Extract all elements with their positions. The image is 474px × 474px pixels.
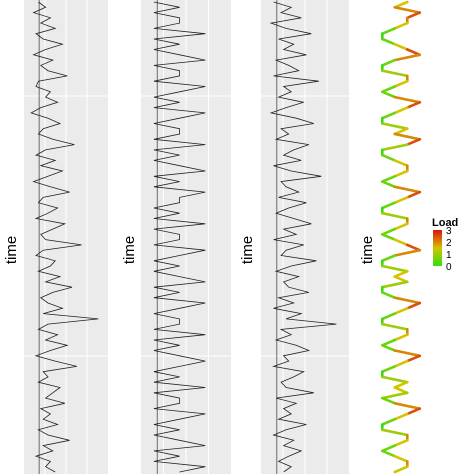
- panel-4-line-segment: [380, 37, 397, 46]
- panel-4-y-axis-label: time: [359, 236, 376, 264]
- panel-4-line-segment: [393, 465, 409, 474]
- panel-1-series-line: [30, 1, 99, 473]
- legend-title: Load: [432, 217, 458, 229]
- panel-4-line-segment: [380, 69, 409, 78]
- panel-4-line-segment: [380, 391, 409, 400]
- panel-4-line-segment: [380, 444, 397, 453]
- panel-4-line-segment: [380, 143, 409, 152]
- panel-4-line-segment: [405, 190, 422, 199]
- panel-4-line-segment: [405, 11, 422, 20]
- panel-4-line-segment: [393, 380, 409, 389]
- panel-4-line-segment: [380, 312, 397, 321]
- panel-4-line-segment: [393, 42, 409, 51]
- panel-4-line-segment: [393, 185, 422, 194]
- panel-4-line-segment: [380, 201, 397, 210]
- panel-4-line-segment: [393, 169, 409, 178]
- legend-tick-1: 1: [446, 250, 452, 261]
- panel-4-line-segment: [380, 280, 409, 289]
- panel-4-line-segment: [393, 401, 422, 410]
- panel-4-line-segment: [393, 159, 409, 167]
- panel-4-line-segment: [380, 338, 397, 347]
- panel-2-series-line: [153, 1, 206, 473]
- panel-4-line-segment: [380, 180, 397, 189]
- panel-4-line-segment: [380, 322, 409, 331]
- panel-4-line-segment: [380, 365, 397, 374]
- panel-1-grid: [24, 0, 108, 474]
- panel-4-line-segment: [380, 90, 397, 99]
- panel-3-y-axis-label: time: [239, 236, 256, 264]
- panel-4-line-segment: [393, 438, 409, 447]
- panel-3-series-line: [269, 1, 337, 473]
- panel-4-line-segment: [380, 264, 409, 273]
- panel-4-line-segment: [380, 227, 397, 236]
- panel-4-line-segment: [393, 248, 422, 257]
- panel-4-line-segment: [380, 175, 397, 183]
- panel-4-line-segment: [380, 449, 397, 458]
- panel-4-line-segment: [380, 417, 397, 426]
- panel-2: time: [121, 0, 231, 474]
- panel-4-load-colored-line: [380, 0, 422, 474]
- legend-tick-3: 3: [446, 226, 452, 237]
- panel-4-line-segment: [380, 254, 397, 263]
- panel-2-y-axis-label: time: [121, 236, 138, 264]
- legend-tick-2: 2: [446, 238, 452, 249]
- panel-4-line-segment: [380, 27, 397, 36]
- panel-4-line-segment: [380, 58, 397, 67]
- panel-4-line-segment: [380, 375, 409, 384]
- panel-4-line-segment: [405, 138, 422, 146]
- panel-4-line-segment: [393, 238, 409, 247]
- panel-4-line-segment: [380, 291, 397, 300]
- panel-4-line-segment: [393, 196, 409, 204]
- panel-3: time: [239, 0, 349, 474]
- panel-4-line-segment: [393, 95, 422, 104]
- panel-4-line-segment: [393, 222, 409, 231]
- panel-4-line-segment: [380, 153, 397, 162]
- panel-4-line-segment: [380, 396, 397, 405]
- panel-1: time: [3, 0, 108, 474]
- panel-4-line-segment: [393, 269, 409, 278]
- load-legend: Load 3 2 1 0: [432, 217, 458, 273]
- panel-4-line-segment: [393, 6, 422, 14]
- panel-4-line-segment: [380, 85, 397, 94]
- legend-colorbar: [433, 230, 442, 266]
- panel-4-line-segment: [393, 106, 409, 115]
- panel-4-line-segment: [405, 407, 422, 416]
- panel-4-line-segment: [393, 412, 409, 421]
- panel-4-line-segment: [380, 122, 409, 130]
- panel-4-line-segment: [393, 333, 409, 342]
- panel-4-line-segment: [380, 428, 409, 437]
- panel-4-line-segment: [393, 454, 409, 463]
- panel-4-line-segment: [405, 101, 422, 109]
- panel-4-line-segment: [393, 132, 422, 141]
- panel-4-line-segment: [380, 343, 397, 352]
- legend-tick-0: 0: [446, 262, 452, 273]
- panel-4-line-segment: [380, 211, 409, 220]
- panel-4-line-segment: [393, 296, 422, 305]
- panel-4-line-segment: [393, 79, 409, 88]
- panel-4-line-segment: [393, 21, 409, 30]
- panel-3-grid: [261, 0, 349, 474]
- panel-4-line-segment: [405, 301, 422, 310]
- panel-4-line-segment: [393, 306, 409, 315]
- panel-4-line-segment: [393, 359, 409, 368]
- panel-4-line-segment: [380, 111, 397, 120]
- panel-4-line-segment: [393, 349, 422, 358]
- panel-4: time: [359, 0, 422, 474]
- panel-4-line-segment: [393, 53, 422, 62]
- panel-4-line-segment: [380, 233, 397, 241]
- panel-4-line-segment: [405, 354, 422, 363]
- panel-1-y-axis-label: time: [3, 236, 20, 264]
